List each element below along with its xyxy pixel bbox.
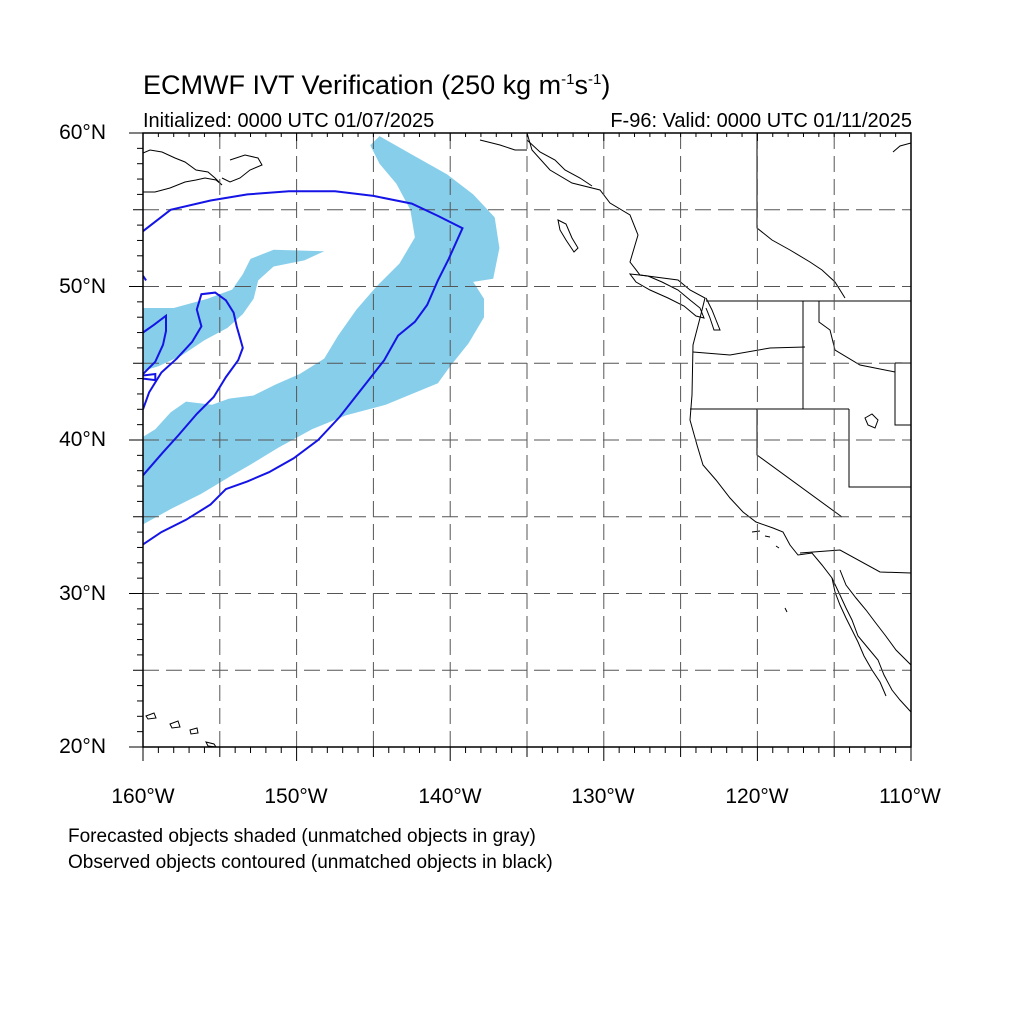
observed-contour-3 (143, 313, 167, 375)
lon-label-110w: 110°W (879, 785, 941, 808)
title-unit-s: s (574, 70, 588, 100)
title-exponent-2: -1 (587, 71, 602, 88)
title-exponent-1: -1 (561, 71, 575, 88)
vancouver-island (628, 273, 705, 319)
channel-islands (751, 530, 788, 613)
observed-contours-layer (143, 190, 464, 546)
alaska-north-shore (479, 139, 527, 151)
bc-alberta-border (756, 133, 846, 299)
graticule-layer (143, 133, 911, 747)
plot-frame (142, 132, 912, 748)
lon-label-140w: 140°W (418, 785, 482, 808)
plot-title: ECMWF IVT Verification (250 kg m-1s-1) (143, 70, 610, 101)
valid-time-label: F-96: Valid: 0000 UTC 01/11/2025 (610, 110, 912, 132)
observed-legend-note: Observed objects contoured (unmatched ob… (68, 852, 553, 873)
alaska-coast (143, 149, 223, 193)
coastline-layer (143, 133, 911, 747)
baja-peninsula (831, 569, 911, 697)
northeast-coast (892, 142, 911, 153)
washington-oregon-border (692, 346, 806, 356)
us-mexico-border (799, 549, 911, 574)
forecast-object-1 (143, 249, 325, 371)
lat-label-50n: 50°N (59, 275, 106, 298)
observed-contour-4 (143, 372, 157, 382)
forecast-object-2 (143, 136, 500, 525)
lat-label-20n: 20°N (59, 735, 106, 758)
lon-label-130w: 130°W (571, 785, 635, 808)
forecast-objects-layer (143, 136, 500, 525)
observed-contour-1 (143, 190, 464, 546)
great-salt-lake (864, 413, 879, 429)
hawaii-islands (145, 712, 217, 747)
observed-contour-2 (143, 291, 244, 476)
north-america-coastline (526, 133, 911, 713)
lat-label-40n: 40°N (59, 428, 106, 451)
lon-label-120w: 120°W (725, 785, 789, 808)
title-close: ) (601, 70, 611, 100)
lat-label-60n: 60°N (59, 121, 106, 144)
initialized-label: Initialized: 0000 UTC 01/07/2025 (143, 110, 435, 132)
haida-gwaii (557, 219, 579, 253)
lon-label-160w: 160°W (111, 785, 175, 808)
idaho-border (802, 301, 896, 409)
alaska-bc-border (526, 139, 593, 187)
title-text: ECMWF IVT Verification (250 kg m (143, 70, 562, 100)
lat-label-30n: 30°N (59, 582, 106, 605)
forecast-legend-note: Forecasted objects shaded (unmatched obj… (68, 826, 536, 847)
alaska-inset (221, 154, 263, 183)
puget-sound (705, 297, 721, 331)
lon-label-150w: 150°W (264, 785, 328, 808)
nevada-utah-border (848, 409, 911, 488)
